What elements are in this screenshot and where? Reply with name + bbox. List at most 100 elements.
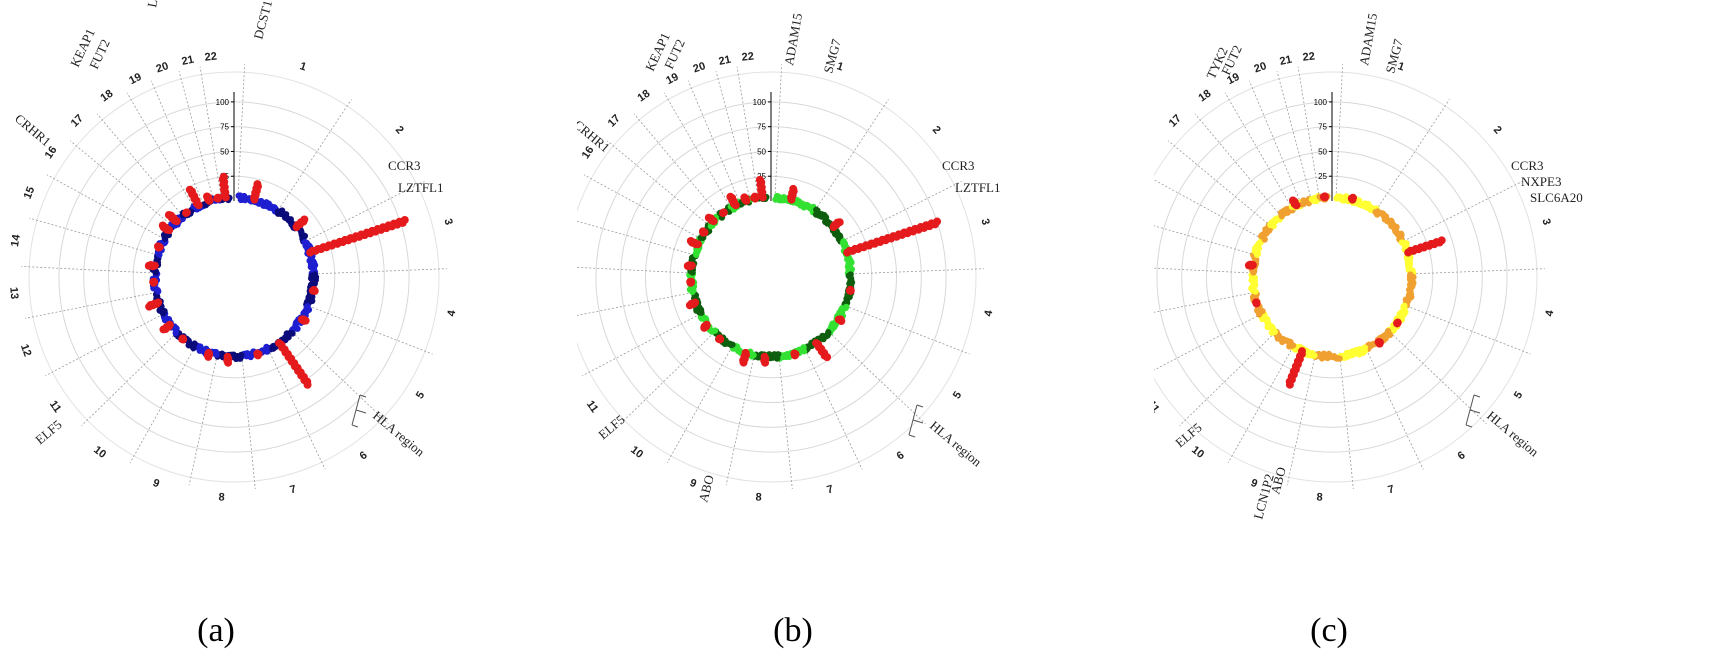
signal-point (1288, 196, 1297, 205)
signal-point (202, 192, 211, 201)
chromosome-label: 18 (99, 88, 116, 105)
radial-tick-label: 50 (220, 147, 229, 156)
signal-point (145, 302, 154, 311)
signal-point (789, 184, 798, 193)
center-disc (162, 205, 306, 349)
chromosome-spoke (150, 80, 205, 208)
gene-label: SLC6A20 (1530, 190, 1583, 205)
chromosome-spoke (266, 345, 326, 470)
signal-point (153, 242, 162, 251)
signal-point (253, 351, 262, 360)
chromosome-label: 10 (1189, 444, 1206, 461)
gene-label: CCR3 (1511, 158, 1544, 173)
chromosome-label: 1 (298, 60, 308, 73)
chromosome-spoke (1154, 267, 1257, 274)
signal-point (144, 261, 153, 270)
gene-label: NXPE3 (1521, 174, 1561, 189)
chromosome-label: 7 (1387, 483, 1396, 496)
chromosome-spoke (1224, 92, 1295, 212)
chromosome-spoke (237, 64, 246, 202)
signal-point (301, 316, 310, 325)
chromosome-spoke (838, 181, 962, 244)
gene-label: LINC00649 (144, 0, 170, 9)
chromosome-spoke (178, 71, 215, 204)
chromosome-label: 6 (895, 449, 907, 462)
chromosome-label: 11 (584, 398, 601, 414)
gene-label: ELF5 (32, 417, 64, 448)
signal-point (739, 358, 748, 367)
chromosome-label: 13 (7, 287, 20, 300)
hla-bracket (1465, 394, 1481, 428)
gene-label: ADAM15 (1356, 12, 1380, 67)
grid-ring (577, 71, 977, 483)
chromosome-label: 9 (151, 477, 161, 490)
radial-tick-label: 100 (753, 98, 767, 107)
chromosome-spoke (1364, 345, 1424, 470)
hla-annotation: HLA region (1465, 394, 1542, 460)
chromosome-spoke (1227, 343, 1296, 464)
chromosome-label: 14 (9, 233, 23, 248)
chromosome-spoke (1154, 179, 1266, 241)
chromosome-label: 1 (1396, 60, 1406, 73)
signal-points (683, 175, 942, 367)
signal-point (685, 301, 694, 310)
chromosome-spoke (309, 268, 447, 275)
signal-point (204, 352, 213, 361)
chromosome-label: 2 (1491, 124, 1504, 137)
signal-point (182, 208, 191, 217)
chromosome-label: 22 (204, 51, 217, 64)
chromosome-spoke (618, 329, 717, 427)
signal-points (1244, 192, 1446, 389)
signal-point (700, 323, 709, 332)
radial-tick-label: 25 (1318, 172, 1327, 181)
gene-label: CRHR1 (12, 111, 54, 149)
panel-b: 2550751001234567891011121314151617181920… (577, 0, 1154, 660)
signal-point (149, 277, 158, 286)
chromosome-label: 19 (127, 71, 143, 87)
radial-tick-label: 75 (1318, 123, 1327, 132)
panel-label-b: (b) (773, 612, 813, 649)
gene-label: DCST1 (250, 0, 275, 41)
chromosome-spoke (778, 352, 793, 489)
signal-point (790, 351, 799, 360)
chromosome-label: 8 (1316, 491, 1323, 503)
chromosome-spoke (1386, 329, 1487, 425)
signal-point (178, 335, 187, 344)
signal-point (750, 192, 759, 201)
chromosome-spoke (301, 181, 425, 244)
chromosome-label: 5 (951, 389, 964, 401)
chromosome-label: 10 (91, 444, 108, 461)
chromosome-label: 3 (442, 217, 455, 226)
signal-point (1348, 193, 1357, 202)
chromosome-label: 9 (688, 477, 698, 490)
chromosome-label: 16 (580, 144, 597, 161)
signal-point (1285, 380, 1294, 389)
chromosome-label: 20 (155, 60, 170, 75)
chromosome-label: 19 (1225, 71, 1241, 87)
signal-point (686, 236, 695, 245)
chromosome-spoke (663, 92, 734, 212)
radial-tick-label: 75 (220, 123, 229, 132)
chromosome-label: 8 (218, 491, 225, 503)
chromosome-label: 18 (1197, 88, 1214, 105)
grid-ring (1154, 71, 1538, 483)
chromosome-spoke (1402, 304, 1531, 355)
chromosome-label: 5 (1512, 389, 1525, 401)
radial-tick-label: 50 (1318, 147, 1327, 156)
chromosome-label: 3 (979, 217, 992, 226)
chromosome-spoke (1154, 225, 1260, 257)
chromosome-label: 17 (606, 112, 623, 129)
chromosome-spoke (1248, 80, 1303, 208)
signal-point (185, 185, 194, 194)
circular-manhattan-plot-a: 2550751001234567891011121314151617181920… (7, 0, 458, 504)
chromosome-spoke (666, 343, 735, 464)
panel-label-a: (a) (197, 612, 235, 649)
chromosome-spoke (304, 304, 433, 355)
signal-point (755, 175, 764, 184)
chromosome-spoke (241, 352, 256, 489)
chromosome-label: 22 (1302, 51, 1315, 64)
signal-point (1252, 298, 1261, 307)
hla-region-label: HLA region (927, 418, 985, 470)
chromosome-spoke (46, 174, 168, 241)
